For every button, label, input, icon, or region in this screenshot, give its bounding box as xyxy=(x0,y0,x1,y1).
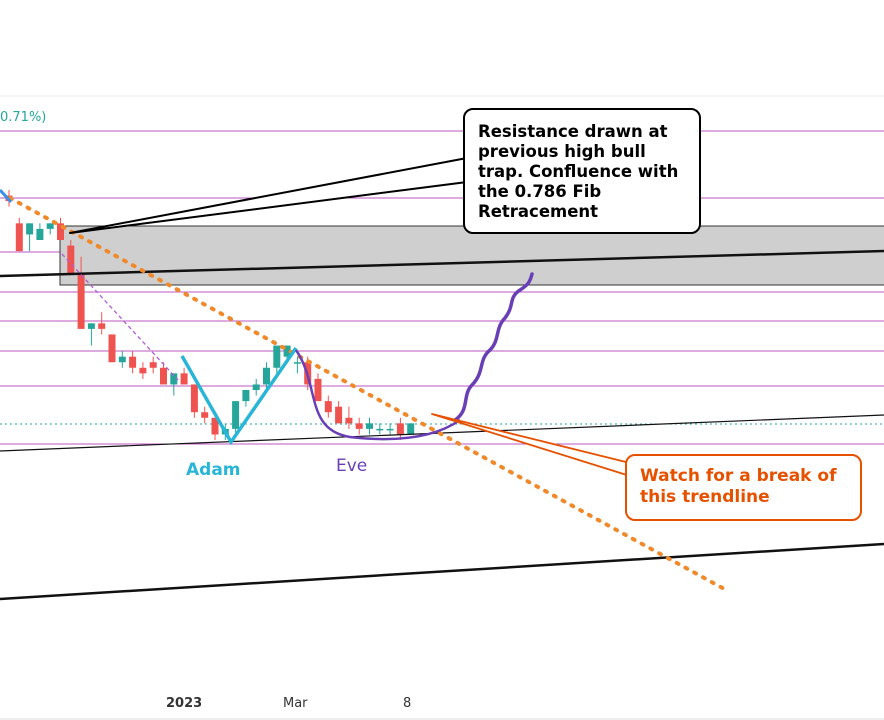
percent-change-label: 0.71%) xyxy=(0,110,47,125)
x-tick-label: Mar xyxy=(283,696,308,711)
candle-body xyxy=(314,378,322,402)
candle-body xyxy=(139,367,147,374)
resistance-callout: Resistance drawn at previous high bull t… xyxy=(463,108,701,234)
candle-body xyxy=(345,417,353,424)
candle-body xyxy=(355,423,363,429)
x-tick-label: 8 xyxy=(403,696,412,711)
candle-body xyxy=(201,412,209,418)
candle-body xyxy=(108,334,116,363)
trendline-callout-pointer xyxy=(431,413,631,477)
projection-path xyxy=(453,272,534,422)
candle-body xyxy=(324,401,332,413)
candle-body xyxy=(170,373,178,385)
lower-channel-trendline xyxy=(0,542,884,601)
candle-body xyxy=(376,428,384,431)
candle-body xyxy=(396,423,404,435)
adam-label: Adam xyxy=(186,460,241,480)
candle-body xyxy=(335,406,343,424)
candle-body xyxy=(407,423,415,435)
candle-body xyxy=(129,356,137,368)
candle-body xyxy=(98,323,106,329)
eve-pattern xyxy=(294,349,461,441)
candle-body xyxy=(386,428,394,431)
candle-body xyxy=(149,362,157,368)
candle-body xyxy=(190,384,198,413)
candle-body xyxy=(232,401,240,429)
candle-body xyxy=(293,362,301,364)
resistance-trendline xyxy=(0,249,884,278)
candles xyxy=(5,190,415,440)
candle-body xyxy=(15,223,23,252)
candle-body xyxy=(118,356,126,363)
candle-body xyxy=(180,373,188,385)
eve-label: Eve xyxy=(336,456,368,476)
candle-body xyxy=(77,273,85,329)
candle-body xyxy=(252,384,260,390)
candle-body xyxy=(26,223,34,235)
adam-pattern xyxy=(180,347,298,446)
minor-dashed-trendline xyxy=(61,253,179,381)
candle-body xyxy=(67,245,75,274)
trendline-callout: Watch for a break of this trendline xyxy=(625,454,862,521)
candle-body xyxy=(283,345,291,357)
candle-body xyxy=(242,390,250,402)
x-tick-label: 2023 xyxy=(166,696,203,711)
candle-body xyxy=(87,323,95,329)
prior-trend-stub xyxy=(0,188,13,204)
downtrend-line xyxy=(8,196,730,593)
candle-body xyxy=(36,228,44,240)
candle-body xyxy=(57,223,64,240)
candle-body xyxy=(263,367,270,385)
candle-body xyxy=(46,223,54,229)
candle-body xyxy=(366,423,373,429)
resistance-callout-pointer xyxy=(69,157,468,234)
candle-body xyxy=(273,345,281,368)
candle-body xyxy=(211,417,219,435)
candle-body xyxy=(160,367,167,385)
